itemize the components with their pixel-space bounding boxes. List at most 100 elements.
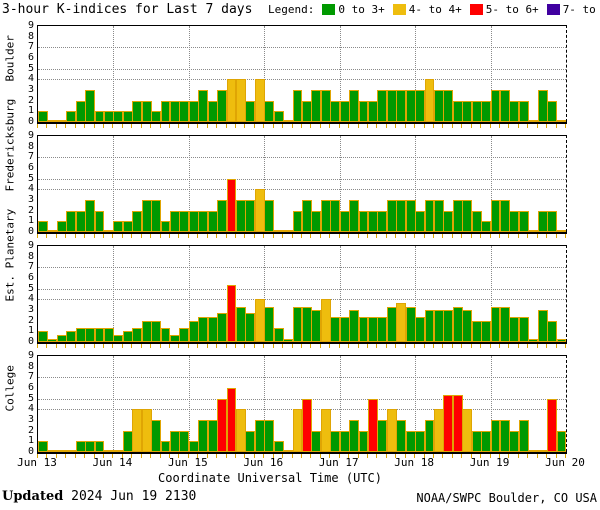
minor-tick xyxy=(414,454,416,458)
y-tick-label: 3 xyxy=(27,84,34,95)
k-index-bar xyxy=(396,420,407,452)
minor-tick xyxy=(159,124,161,128)
minor-tick xyxy=(225,344,227,348)
k-index-bar xyxy=(518,317,529,342)
k-index-bar xyxy=(518,210,529,232)
v-gridline-day-6 xyxy=(490,356,492,452)
k-index-bar xyxy=(254,299,265,342)
y-tick-label: 6 xyxy=(27,52,34,63)
minor-tick xyxy=(338,234,340,238)
k-index-bar xyxy=(386,409,397,452)
minor-tick xyxy=(376,124,378,128)
x-tick-label-jun-13: Jun 13 xyxy=(17,456,57,469)
y-tick-label: 1 xyxy=(27,325,34,337)
minor-tick xyxy=(55,234,57,238)
y-tick-label: 4 xyxy=(27,293,34,305)
legend-swatch-icon xyxy=(546,4,560,15)
k-index-bar xyxy=(358,430,369,452)
minor-tick xyxy=(555,344,557,348)
k-index-bar xyxy=(273,111,284,122)
minor-tick xyxy=(103,124,104,128)
minor-tick xyxy=(253,234,255,238)
v-gridline-day-1 xyxy=(113,246,115,342)
v-gridline-day-5 xyxy=(415,136,417,232)
minor-tick xyxy=(46,454,48,458)
k-index-bar xyxy=(236,409,246,452)
v-gridline-day-4 xyxy=(339,356,341,452)
y-tick-label: 6 xyxy=(27,382,34,393)
k-index-bar xyxy=(377,420,388,452)
y-tick-label: 7 xyxy=(27,151,34,163)
k-index-bar xyxy=(292,90,303,122)
minor-tick xyxy=(319,344,321,348)
minor-tick xyxy=(263,234,265,238)
v-gridline-day-6 xyxy=(490,136,492,232)
minor-tick xyxy=(442,454,444,458)
k-index-bar xyxy=(207,210,218,232)
minor-tick xyxy=(329,124,331,128)
minor-tick xyxy=(159,454,161,458)
v-gridline-day-3 xyxy=(264,356,266,452)
k-index-bar xyxy=(415,430,426,452)
k-index-bar xyxy=(311,210,322,232)
minor-tick xyxy=(37,124,38,128)
minor-tick xyxy=(121,124,123,128)
k-index-bar xyxy=(56,450,67,452)
minor-tick xyxy=(84,234,86,238)
station-label-college: College xyxy=(3,365,17,412)
k-index-bar xyxy=(396,200,407,232)
minor-tick xyxy=(442,124,444,128)
minor-tick xyxy=(489,454,491,458)
k-index-bar xyxy=(273,441,284,452)
k-index-bar xyxy=(66,111,77,122)
y-tick-label: 8 xyxy=(27,140,34,152)
h-gridline-5 xyxy=(38,288,566,290)
k-index-bar xyxy=(38,111,48,122)
minor-tick xyxy=(367,454,368,458)
minor-tick xyxy=(555,234,557,238)
k-index-bar xyxy=(245,430,256,452)
k-index-bar xyxy=(443,90,454,122)
minor-tick xyxy=(395,344,397,348)
minor-tick xyxy=(310,234,312,238)
k-index-bar xyxy=(556,338,567,342)
minor-tick xyxy=(131,124,133,128)
k-index-bar xyxy=(56,334,67,342)
minor-tick xyxy=(367,344,368,348)
k-index-bar xyxy=(104,328,114,342)
minor-tick xyxy=(338,124,340,128)
v-gridline-day-1 xyxy=(113,136,115,232)
k-index-bar xyxy=(509,317,520,342)
minor-tick xyxy=(527,124,529,128)
minor-tick xyxy=(536,454,538,458)
minor-tick xyxy=(461,234,463,238)
k-index-bar xyxy=(217,398,228,452)
minor-tick xyxy=(197,124,199,128)
k-index-bar xyxy=(104,111,114,122)
y-tick-label: 8 xyxy=(27,250,34,262)
minor-tick xyxy=(338,454,340,458)
k-index-bar xyxy=(179,210,190,232)
updated-value: 2024 Jun 19 2130 xyxy=(71,489,197,504)
k-index-bar xyxy=(38,221,48,232)
minor-tick xyxy=(489,234,491,238)
minor-tick xyxy=(385,124,387,128)
minor-tick xyxy=(140,124,142,128)
k-index-bar xyxy=(264,200,275,232)
minor-tick xyxy=(310,344,312,348)
chart-title: 3-hour K-indices for Last 7 days xyxy=(2,2,253,17)
minor-tick xyxy=(291,124,293,128)
k-index-bar xyxy=(358,210,369,232)
minor-tick xyxy=(244,344,246,348)
minor-tick xyxy=(404,344,406,348)
minor-tick xyxy=(319,454,321,458)
k-index-bar xyxy=(170,100,180,122)
legend-swatch-icon xyxy=(469,4,483,15)
minor-tick xyxy=(282,344,284,348)
minor-tick xyxy=(235,454,236,458)
y-tick-label: 7 xyxy=(27,261,34,273)
minor-tick xyxy=(499,234,500,238)
minor-tick xyxy=(367,124,368,128)
k-index-bar xyxy=(537,90,548,122)
k-index-bar xyxy=(94,441,105,452)
